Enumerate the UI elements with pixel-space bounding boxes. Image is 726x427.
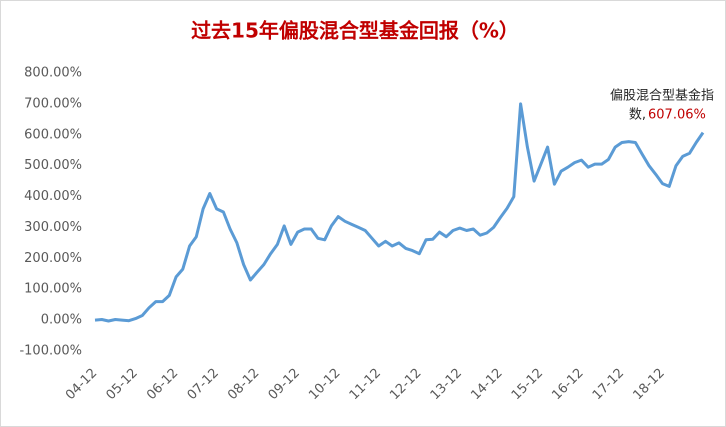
y-tick-label: 100.00%	[24, 282, 82, 297]
annotation: 偏股混合型基金指	[610, 88, 714, 104]
annotation: 数,	[629, 108, 646, 123]
y-tick-label: -100.00%	[19, 344, 82, 359]
y-tick-label: 200.00%	[24, 251, 82, 266]
y-tick-label: 0.00%	[41, 313, 82, 328]
chart-title: 过去15年偏股混合型基金回报（%）	[191, 19, 519, 43]
line-series	[94, 102, 705, 323]
y-tick-label: 700.00%	[24, 96, 82, 111]
y-tick-label: 600.00%	[24, 127, 82, 142]
y-tick-label: 300.00%	[24, 220, 82, 235]
y-tick-label: 400.00%	[24, 189, 82, 204]
value-label: 607.06%	[648, 108, 706, 123]
y-tick-label: 800.00%	[24, 66, 82, 81]
y-tick-label: 500.00%	[24, 158, 82, 173]
